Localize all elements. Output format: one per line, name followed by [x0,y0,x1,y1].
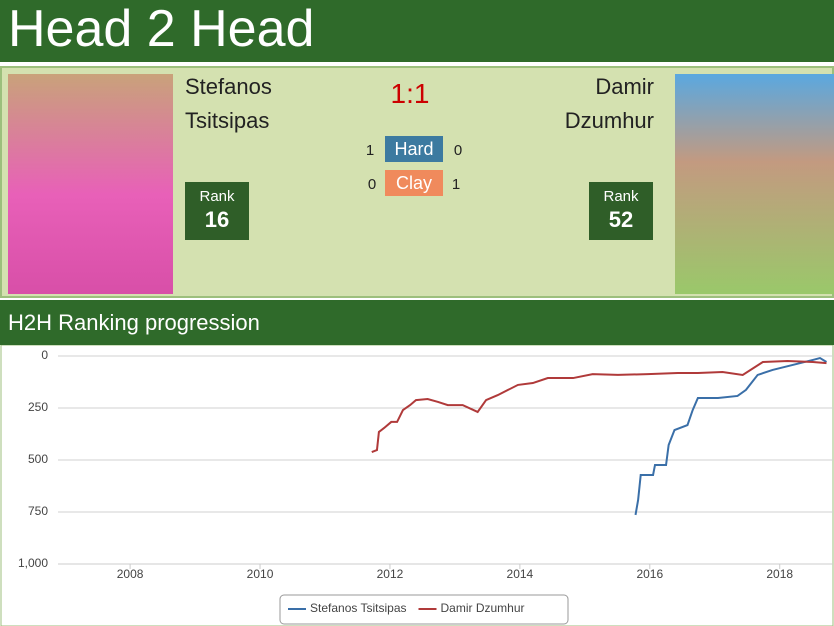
x-tick-label: 2012 [377,567,404,581]
y-tick-label: 500 [28,452,48,466]
x-tick-label: 2014 [507,567,534,581]
legend-label[interactable]: Damir Dzumhur [441,601,525,615]
surface-wins: 1 [365,142,375,159]
rank-label: Rank [603,188,639,205]
player-photo [675,74,834,294]
surface-wins: 0 [367,176,377,193]
player-first-name[interactable]: Damir [595,74,654,99]
player-last-name[interactable]: Dzumhur [564,108,654,133]
line-series [371,359,827,454]
y-tick-label: 1,000 [18,556,48,570]
player-photo [8,74,173,294]
rank-value: 52 [608,207,634,232]
rank-box: Rank 16 [185,182,249,240]
rank-box: Rank 52 [589,182,653,240]
y-tick-label: 0 [41,348,48,362]
rank-value: 16 [204,207,230,232]
x-tick-label: 2010 [247,567,274,581]
surface-wins: 0 [453,142,463,159]
y-tick-label: 250 [28,400,48,414]
player-first-name[interactable]: Stefanos [185,74,272,99]
surface-label: Clay [385,170,443,196]
rank-label: Rank [199,188,235,205]
score: 1:1 [390,78,430,109]
y-tick-label: 750 [28,504,48,518]
legend: Stefanos Tsitsipas Damir Dzumhur [279,594,569,625]
x-tick-label: 2016 [636,567,663,581]
x-tick-label: 2018 [766,567,793,581]
player-last-name[interactable]: Tsitsipas [185,108,270,133]
chart-frame [0,345,834,626]
legend-label[interactable]: Stefanos Tsitsipas [310,601,407,615]
surface-wins: 1 [451,176,461,193]
surface-label: Hard [385,136,443,162]
page-title: Head 2 Head [0,0,834,62]
line-series [634,357,828,516]
x-tick-label: 2008 [117,567,144,581]
chart: 0 250 500 750 1,000 2008 2010 2012 2014 2016 2018 S… [0,345,834,626]
section-title: H2H Ranking progression [0,300,834,345]
